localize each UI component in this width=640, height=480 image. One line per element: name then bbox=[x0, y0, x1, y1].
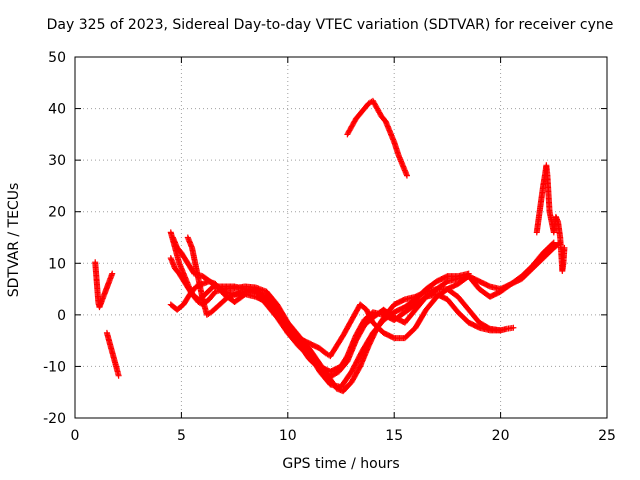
x-tick-label: 5 bbox=[177, 428, 186, 444]
data-series bbox=[92, 259, 116, 311]
data-series bbox=[103, 329, 122, 379]
axis-ticks: 0 5 10 15 20 25 -20 -10 0 10 20 30 40 50 bbox=[43, 50, 616, 444]
data-series bbox=[184, 234, 504, 375]
chart-title: Day 325 of 2023, Sidereal Day-to-day VTE… bbox=[46, 17, 614, 33]
y-tick-label: 10 bbox=[48, 256, 66, 272]
x-tick-label: 25 bbox=[598, 428, 616, 444]
x-axis-label: GPS time / hours bbox=[282, 456, 400, 472]
data-point bbox=[109, 270, 116, 277]
data-point bbox=[403, 172, 410, 179]
x-tick-label: 20 bbox=[492, 428, 510, 444]
y-tick-label: 30 bbox=[48, 153, 66, 169]
y-tick-label: -10 bbox=[43, 359, 66, 375]
data-point bbox=[561, 244, 568, 251]
y-tick-label: 50 bbox=[48, 50, 66, 66]
data-point bbox=[549, 240, 556, 247]
y-axis-label: SDTVAR / TECUs bbox=[6, 182, 22, 298]
data-point bbox=[510, 324, 517, 331]
grid-lines bbox=[75, 57, 607, 418]
data-point bbox=[115, 372, 122, 379]
data-series bbox=[167, 239, 557, 360]
data-series bbox=[344, 97, 410, 179]
y-tick-label: 20 bbox=[48, 205, 66, 221]
data-series bbox=[533, 162, 568, 275]
x-tick-label: 10 bbox=[279, 428, 297, 444]
y-tick-label: 40 bbox=[48, 102, 66, 118]
x-tick-label: 15 bbox=[385, 428, 403, 444]
x-tick-label: 0 bbox=[71, 428, 80, 444]
y-tick-label: 0 bbox=[57, 308, 66, 324]
data-points bbox=[92, 97, 568, 395]
y-tick-label: -20 bbox=[43, 411, 66, 427]
data-point bbox=[550, 239, 557, 246]
data-point bbox=[497, 327, 504, 334]
plot-frame bbox=[74, 56, 608, 419]
